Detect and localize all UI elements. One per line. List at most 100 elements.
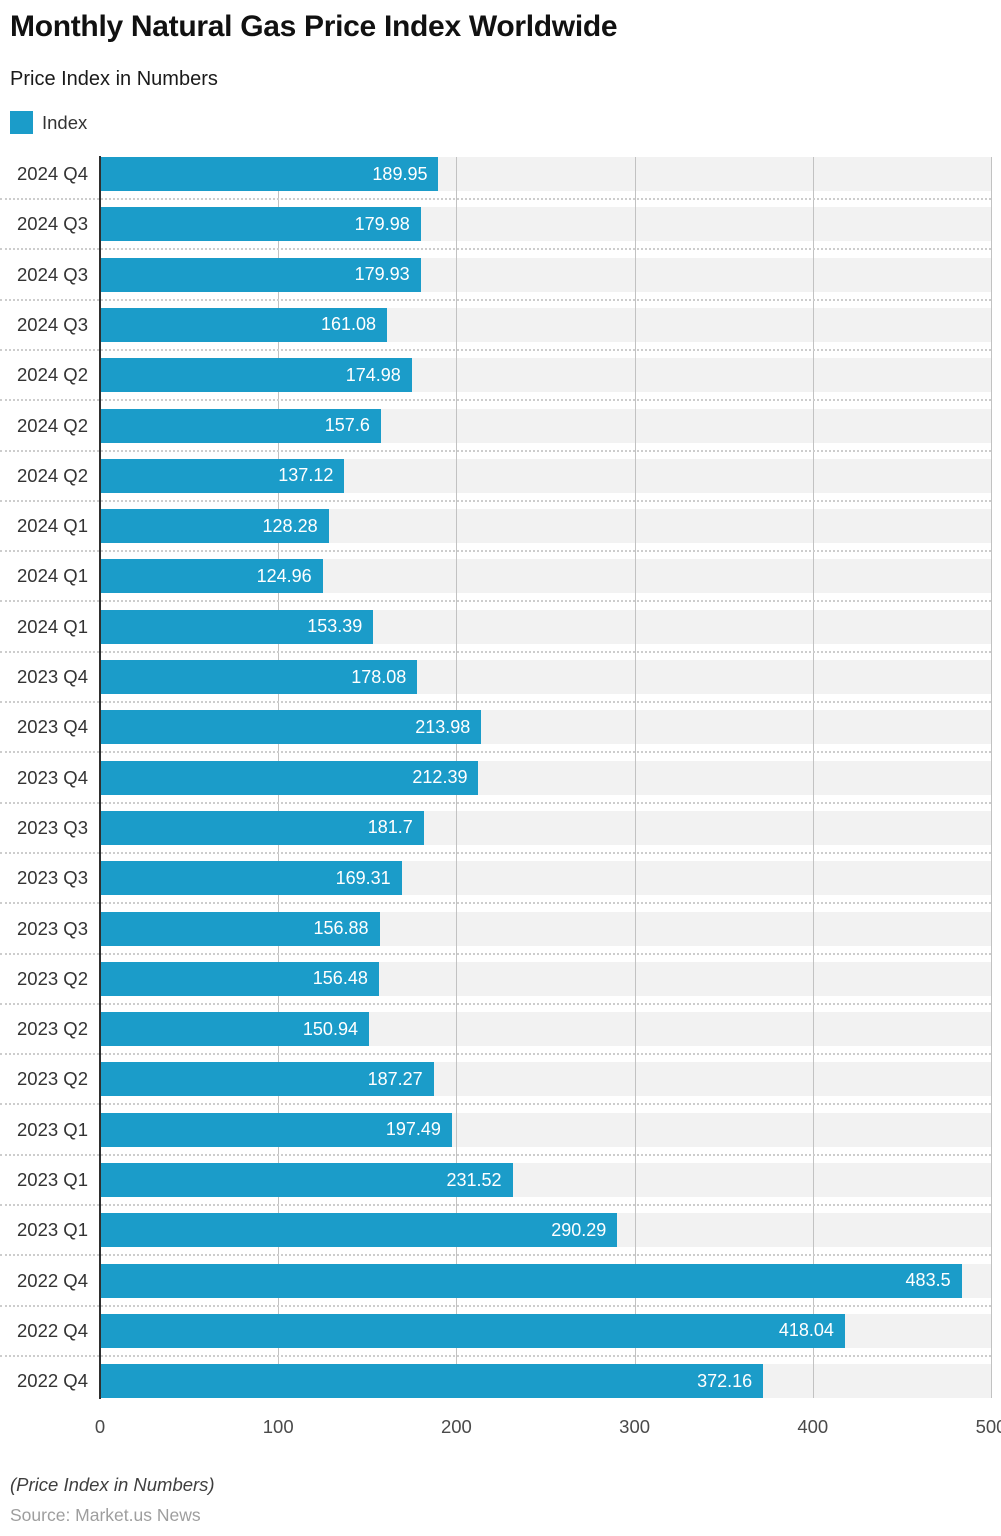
bar-value-label: 231.52: [446, 1169, 502, 1190]
bar[interactable]: 128.28: [100, 509, 329, 544]
row-separator: [0, 952, 991, 955]
x-tick-label: 200: [440, 1416, 472, 1438]
bar[interactable]: 213.98: [100, 710, 482, 745]
row-separator: [0, 248, 991, 251]
row-separator: [0, 701, 991, 703]
bar[interactable]: 187.27: [100, 1062, 434, 1097]
row-separator: [0, 902, 991, 905]
gridline: [634, 157, 636, 1399]
bar[interactable]: 212.39: [100, 760, 479, 795]
category-label: 2023 Q2: [17, 1018, 88, 1040]
category-label: 2023 Q1: [17, 1118, 88, 1140]
bar-value-label: 157.6: [324, 415, 370, 435]
gridline: [991, 157, 992, 1399]
bar-value-label: 124.96: [256, 565, 312, 586]
bar[interactable]: 189.95: [100, 157, 439, 191]
bar-value-label: 156.48: [312, 968, 368, 989]
bar[interactable]: 231.52: [100, 1163, 513, 1197]
row-separator: [0, 1204, 991, 1206]
category-label: 2024 Q1: [17, 565, 88, 587]
chart-title: Monthly Natural Gas Price Index Worldwid…: [10, 10, 618, 43]
axis-zero-line: [99, 156, 101, 1400]
category-label: 2023 Q1: [17, 1169, 88, 1190]
bar[interactable]: 150.94: [100, 1012, 369, 1047]
category-label: 2024 Q3: [17, 213, 88, 235]
category-label: 2023 Q3: [17, 917, 88, 939]
row-separator: [0, 348, 991, 351]
row-separator: [0, 298, 991, 301]
category-label: 2024 Q1: [17, 515, 88, 537]
category-label: 2024 Q3: [17, 263, 88, 285]
bar-value-label: 137.12: [278, 465, 334, 486]
row-separator: [0, 1002, 991, 1005]
bar-value-label: 181.7: [367, 817, 413, 838]
legend-item-index[interactable]: Index: [10, 111, 87, 134]
category-label: 2023 Q2: [17, 1068, 88, 1090]
legend-swatch-icon: [10, 111, 33, 134]
bar[interactable]: 179.93: [100, 257, 421, 292]
x-tick-label: 300: [619, 1416, 651, 1438]
bar[interactable]: 161.08: [100, 307, 388, 342]
row-separator: [0, 650, 991, 653]
bar-value-label: 161.08: [320, 314, 377, 335]
bar[interactable]: 179.98: [100, 207, 421, 242]
row-separator: [0, 1103, 991, 1106]
category-label: 2024 Q2: [17, 464, 88, 486]
category-label: 2024 Q3: [17, 313, 88, 335]
row-separator: [0, 1254, 991, 1257]
bar[interactable]: 157.6: [100, 408, 381, 443]
legend-label: Index: [42, 111, 88, 133]
source-credit: Source: Market.us News: [10, 1505, 201, 1525]
bar-value-label: 178.08: [351, 666, 407, 687]
bar-value-label: 156.88: [313, 918, 369, 938]
row-separator: [0, 449, 991, 452]
row-separator: [0, 1153, 991, 1156]
bar-value-label: 187.27: [367, 1068, 423, 1089]
bar[interactable]: 169.31: [100, 861, 402, 896]
bar-value-label: 169.31: [335, 867, 391, 888]
bar[interactable]: 181.7: [100, 810, 424, 845]
category-label: 2023 Q3: [17, 816, 88, 838]
bar[interactable]: 418.04: [100, 1313, 845, 1348]
category-label: 2023 Q1: [17, 1219, 88, 1241]
category-label: 2023 Q4: [17, 766, 88, 788]
bar[interactable]: 153.39: [100, 609, 374, 644]
row-separator: [0, 1354, 991, 1357]
bar[interactable]: 197.49: [100, 1112, 452, 1147]
bar[interactable]: 124.96: [100, 559, 323, 594]
x-tick-label: 500: [975, 1416, 1001, 1438]
bar[interactable]: 174.98: [100, 358, 412, 393]
bar[interactable]: 178.08: [100, 660, 418, 694]
bar[interactable]: 137.12: [100, 458, 345, 493]
category-label: 2023 Q4: [17, 666, 88, 687]
x-tick-label: 400: [797, 1416, 829, 1438]
row-separator: [0, 550, 991, 553]
row-separator: [0, 499, 991, 502]
category-label: 2024 Q1: [17, 615, 88, 637]
bar[interactable]: 156.88: [100, 911, 380, 946]
bar-value-label: 128.28: [262, 515, 318, 536]
row-separator: [0, 751, 991, 754]
axis-units-note: (Price Index in Numbers): [10, 1474, 215, 1495]
row-separator: [0, 1053, 991, 1056]
bar-value-label: 483.5: [905, 1270, 951, 1291]
category-label: 2022 Q4: [17, 1370, 88, 1392]
category-label: 2024 Q2: [17, 414, 88, 436]
bar[interactable]: 156.48: [100, 961, 379, 996]
category-label: 2023 Q3: [17, 867, 88, 889]
gridline: [812, 157, 814, 1399]
row-separator: [0, 198, 991, 200]
bar-value-label: 174.98: [345, 364, 401, 385]
category-label: 2022 Q4: [17, 1319, 88, 1341]
bar-value-label: 189.95: [372, 163, 428, 184]
category-label: 2023 Q2: [17, 967, 88, 989]
bar[interactable]: 483.5: [100, 1263, 962, 1298]
bar-value-label: 213.98: [415, 716, 471, 737]
x-tick-label: 0: [94, 1416, 106, 1438]
bar-value-label: 179.98: [354, 213, 410, 234]
bar-value-label: 197.49: [385, 1119, 441, 1140]
bar[interactable]: 290.29: [100, 1213, 618, 1248]
row-separator: [0, 801, 991, 804]
bar[interactable]: 372.16: [100, 1364, 764, 1399]
